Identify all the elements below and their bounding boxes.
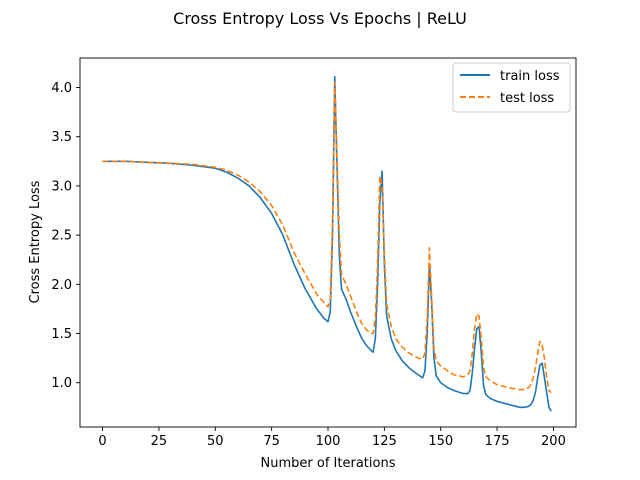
- y-axis-ticks: 1.0 1.5 2.0 2.5 3.0 3.5 4.0: [51, 81, 80, 391]
- y-tick-label: 4.0: [51, 81, 72, 96]
- x-tick-label: 25: [151, 434, 168, 449]
- x-axis-label: Number of Iterations: [261, 456, 396, 471]
- axes-frame: [79, 57, 577, 428]
- plot-area: [102, 75, 552, 412]
- x-tick-label: 50: [207, 434, 224, 449]
- x-tick-label: 75: [263, 434, 280, 449]
- legend: train loss test loss: [452, 62, 571, 113]
- test-loss-line: [102, 81, 552, 394]
- x-tick-label: 125: [372, 434, 397, 449]
- x-tick-label: 200: [541, 434, 566, 449]
- legend-test-label: test loss: [500, 91, 554, 106]
- y-tick-label: 1.5: [51, 327, 72, 342]
- x-tick-label: 100: [316, 434, 341, 449]
- x-tick-label: 175: [485, 434, 510, 449]
- y-tick-label: 2.5: [51, 229, 72, 244]
- y-tick-label: 3.5: [51, 130, 72, 145]
- y-tick-label: 1.0: [51, 376, 72, 391]
- y-tick-label: 2.0: [51, 278, 72, 293]
- x-tick-label: 0: [98, 434, 106, 449]
- y-axis-label: Cross Entropy Loss: [28, 180, 43, 303]
- x-axis-ticks: 0 25 50 75 100 125 150 175 200: [98, 427, 566, 449]
- x-tick-label: 150: [428, 434, 453, 449]
- chart-title: Cross Entropy Loss Vs Epochs | ReLU: [173, 9, 467, 28]
- y-tick-label: 3.0: [51, 179, 72, 194]
- train-loss-line: [102, 75, 552, 412]
- legend-train-label: train loss: [500, 69, 560, 84]
